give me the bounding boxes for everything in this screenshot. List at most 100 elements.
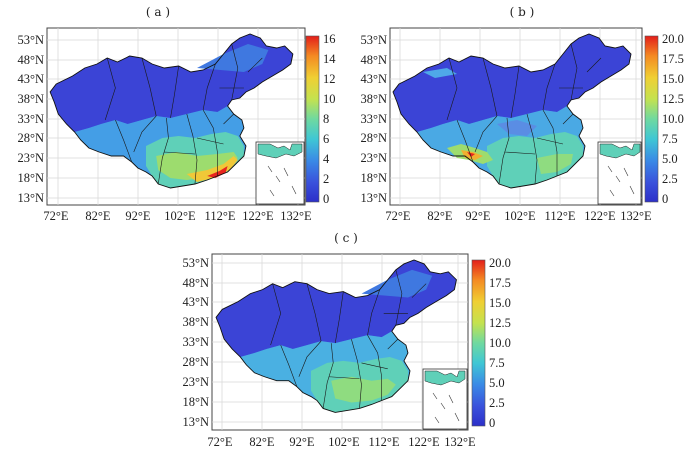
panel-b-inset: [597, 141, 642, 205]
panel-c-lon-labels: 72°E 82°E 92°E 102°E 112°E 122°E 132°E: [207, 435, 476, 449]
svg-text:28°N: 28°N: [182, 355, 209, 369]
svg-text:13°N: 13°N: [360, 191, 387, 205]
svg-text:132°E: 132°E: [280, 209, 312, 223]
svg-text:18°N: 18°N: [17, 171, 44, 185]
svg-text:16: 16: [323, 32, 336, 46]
svg-text:10.0: 10.0: [489, 336, 511, 350]
svg-text:112°E: 112°E: [205, 209, 236, 223]
svg-text:10: 10: [323, 92, 336, 106]
svg-text:82°E: 82°E: [249, 435, 274, 449]
panel-a-map: [49, 33, 294, 189]
svg-text:0: 0: [489, 416, 495, 430]
svg-text:53°N: 53°N: [360, 33, 387, 47]
panel-b-lon-labels: 72°E 82°E 92°E 102°E 112°E 122°E 132°E: [385, 209, 652, 223]
panel-a-lat-labels: 53°N 48°N 43°N 38°N 33°N 28°N 23°N 18°N …: [17, 33, 44, 205]
panel-c-label: ( c ): [334, 231, 358, 245]
svg-text:5.0: 5.0: [489, 376, 505, 390]
panel-a-colorbar-ticks: 16 14 12 10 8 6 4 2 0: [323, 32, 336, 206]
svg-text:8: 8: [323, 112, 329, 126]
svg-text:48°N: 48°N: [182, 276, 209, 290]
svg-text:122°E: 122°E: [584, 209, 616, 223]
svg-text:12: 12: [323, 72, 336, 86]
panel-b-lat-labels: 53°N 48°N 43°N 38°N 33°N 28°N 23°N 18°N …: [360, 33, 387, 205]
svg-text:2.5: 2.5: [662, 172, 678, 186]
svg-text:102°E: 102°E: [328, 435, 360, 449]
svg-text:13°N: 13°N: [182, 415, 209, 429]
svg-text:23°N: 23°N: [182, 375, 209, 389]
svg-text:38°N: 38°N: [360, 92, 387, 106]
panel-a: ( a ) 53°N 48°N: [17, 5, 336, 223]
svg-text:122°E: 122°E: [408, 435, 440, 449]
svg-text:2: 2: [323, 172, 329, 186]
svg-text:53°N: 53°N: [182, 256, 209, 270]
panel-a-label: ( a ): [146, 5, 170, 19]
svg-text:112°E: 112°E: [369, 435, 400, 449]
svg-text:48°N: 48°N: [360, 53, 387, 67]
svg-text:18°N: 18°N: [360, 171, 387, 185]
svg-text:43°N: 43°N: [17, 72, 44, 86]
svg-text:92°E: 92°E: [289, 435, 314, 449]
svg-text:38°N: 38°N: [182, 315, 209, 329]
svg-text:4: 4: [323, 152, 330, 166]
svg-text:6: 6: [323, 132, 329, 146]
svg-text:82°E: 82°E: [85, 209, 110, 223]
svg-text:33°N: 33°N: [17, 112, 44, 126]
panel-c-colorbar: [471, 259, 486, 427]
svg-text:13°N: 13°N: [17, 191, 44, 205]
svg-text:132°E: 132°E: [620, 209, 652, 223]
svg-text:23°N: 23°N: [360, 151, 387, 165]
svg-text:33°N: 33°N: [182, 335, 209, 349]
svg-text:122°E: 122°E: [242, 209, 274, 223]
svg-text:0: 0: [662, 192, 668, 206]
svg-text:5.0: 5.0: [662, 152, 678, 166]
svg-text:43°N: 43°N: [360, 72, 387, 86]
svg-text:7.5: 7.5: [662, 132, 678, 146]
panel-c-inset: [422, 368, 468, 430]
svg-text:48°N: 48°N: [17, 53, 44, 67]
svg-text:102°E: 102°E: [504, 209, 536, 223]
panel-b-map: [392, 33, 632, 189]
panel-c: ( c ) 53°N 48°N 43°N 38°: [182, 231, 510, 449]
svg-text:15.0: 15.0: [662, 72, 684, 86]
svg-text:20.0: 20.0: [489, 256, 511, 270]
svg-text:12.5: 12.5: [662, 92, 684, 106]
svg-text:38°N: 38°N: [17, 92, 44, 106]
svg-text:15.0: 15.0: [489, 296, 511, 310]
svg-text:17.5: 17.5: [489, 276, 511, 290]
svg-text:10.0: 10.0: [662, 112, 684, 126]
svg-text:53°N: 53°N: [17, 33, 44, 47]
svg-text:132°E: 132°E: [444, 435, 476, 449]
panel-a-colorbar: [305, 35, 320, 203]
svg-text:12.5: 12.5: [489, 316, 511, 330]
svg-text:20.0: 20.0: [662, 32, 684, 46]
svg-text:7.5: 7.5: [489, 356, 505, 370]
svg-text:0: 0: [323, 192, 329, 206]
svg-text:92°E: 92°E: [125, 209, 150, 223]
svg-text:102°E: 102°E: [164, 209, 196, 223]
svg-text:82°E: 82°E: [427, 209, 452, 223]
panel-c-map: [215, 259, 457, 413]
panel-c-colorbar-ticks: 20.0 17.5 15.0 12.5 10.0 7.5 5.0 2.5 0: [489, 256, 511, 430]
svg-text:112°E: 112°E: [545, 209, 576, 223]
panel-c-lat-labels: 53°N 48°N 43°N 38°N 33°N 28°N 23°N 18°N …: [182, 256, 209, 429]
svg-text:72°E: 72°E: [207, 435, 232, 449]
svg-text:14: 14: [323, 52, 336, 66]
svg-text:17.5: 17.5: [662, 52, 684, 66]
panel-a-lon-labels: 72°E 82°E 92°E 102°E 112°E 122°E 132°E: [43, 209, 312, 223]
svg-text:28°N: 28°N: [360, 131, 387, 145]
panel-b-colorbar: [644, 35, 659, 203]
svg-text:43°N: 43°N: [182, 295, 209, 309]
panel-a-inset: [255, 141, 305, 205]
svg-text:23°N: 23°N: [17, 151, 44, 165]
svg-text:28°N: 28°N: [17, 131, 44, 145]
svg-text:18°N: 18°N: [182, 395, 209, 409]
svg-text:2.5: 2.5: [489, 396, 505, 410]
panel-b-colorbar-ticks: 20.0 17.5 15.0 12.5 10.0 7.5 5.0 2.5 0: [662, 32, 684, 206]
svg-text:72°E: 72°E: [43, 209, 68, 223]
svg-text:72°E: 72°E: [385, 209, 410, 223]
panel-b: ( b ) 53°N: [360, 5, 683, 223]
svg-text:33°N: 33°N: [360, 112, 387, 126]
panel-b-label: ( b ): [510, 5, 535, 19]
svg-text:92°E: 92°E: [465, 209, 490, 223]
